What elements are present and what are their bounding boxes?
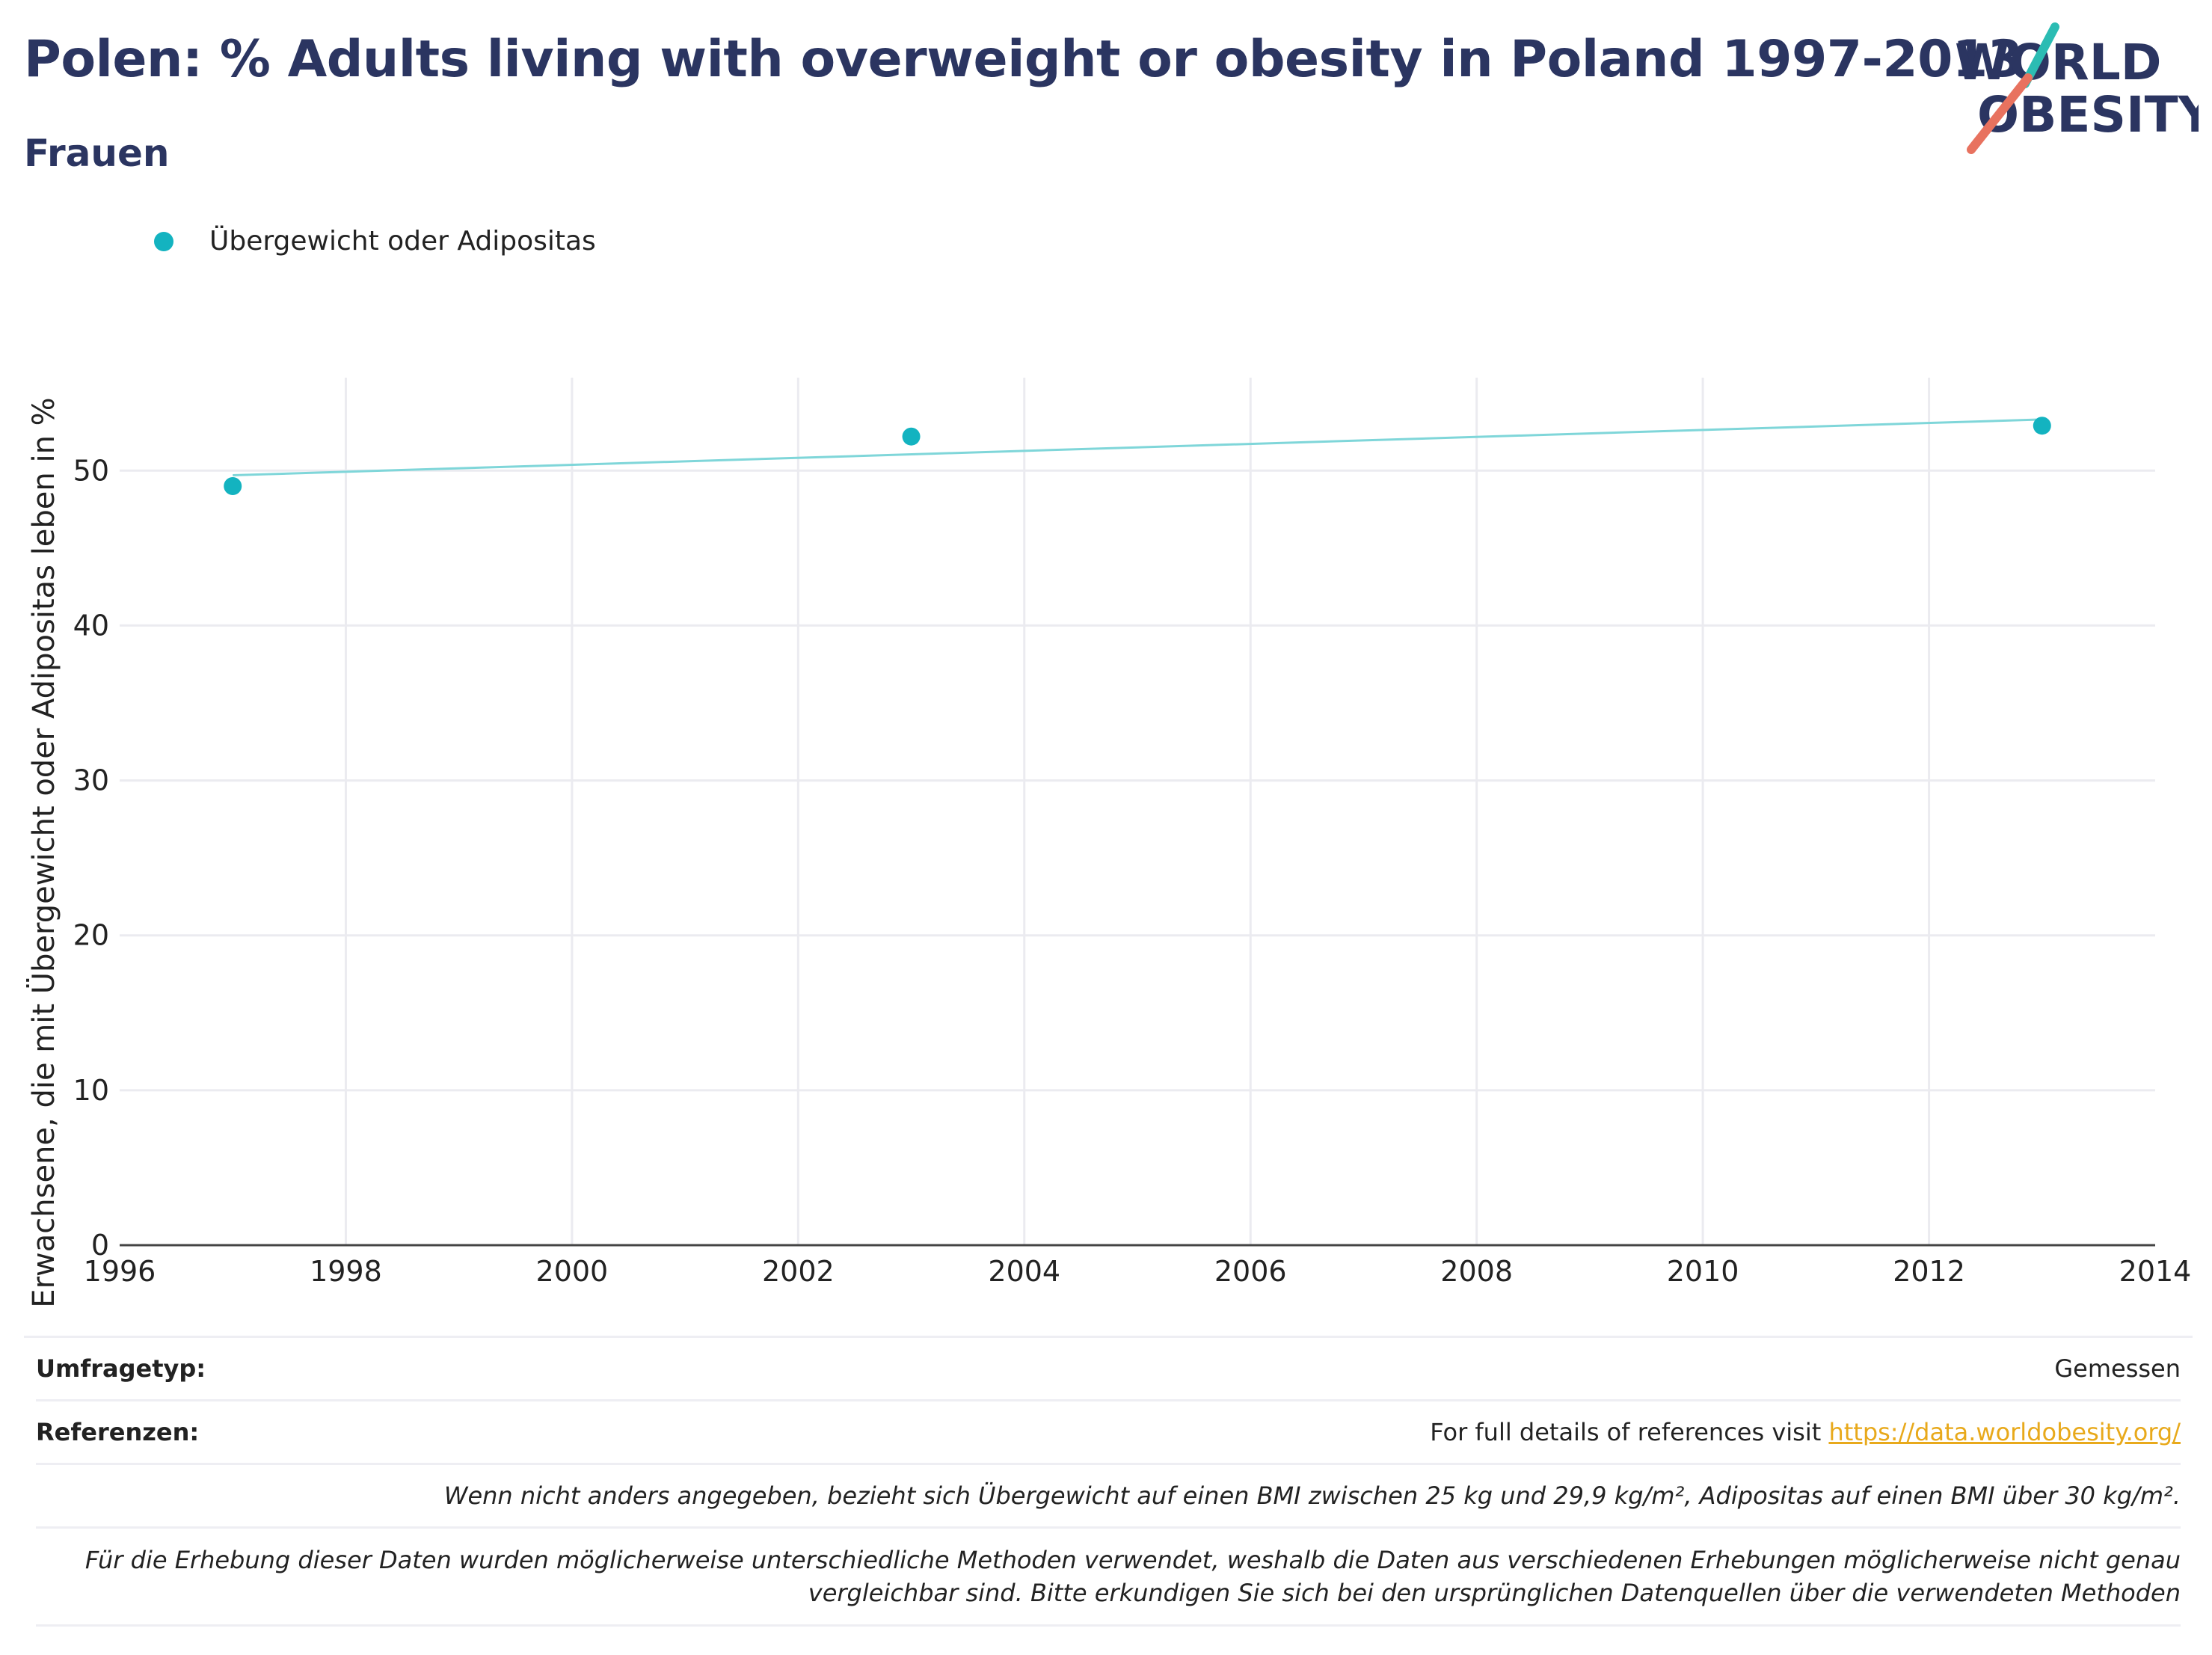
bmi-note: Wenn nicht anders angegeben, bezieht sic… [443,1481,2181,1510]
y-tick-label-10: 10 [73,1074,109,1107]
survey-type-label: Umfragetyp: [36,1354,206,1383]
chart-legend[interactable]: Übergewicht oder Adipositas [154,226,596,257]
references-prefix: For full details of references visit [1430,1418,1829,1446]
y-axis-label: Erwachsene, die mit Übergewicht oder Adi… [25,397,61,1307]
survey-type-value: Gemessen [2054,1354,2181,1383]
y-tick-label-40: 40 [73,609,109,642]
methods-note-row: Für die Erhebung dieser Daten wurden mög… [36,1529,2181,1627]
y-tick-label-0: 0 [91,1229,109,1262]
data-point-2013 [2033,417,2051,435]
x-tick-label-2014: 2014 [2119,1255,2192,1288]
y-tick-label-30: 30 [73,764,109,797]
legend-label: Übergewicht oder Adipositas [209,226,596,257]
logo-word-world: WORLD [1955,34,2162,91]
methods-note: Für die Erhebung dieser Daten wurden mög… [85,1544,2181,1609]
x-tick-label-2004: 2004 [988,1255,1060,1288]
x-tick-label-2000: 2000 [536,1255,609,1288]
references-text: For full details of references visit htt… [1430,1418,2181,1446]
chart-ticks: 1996 1998 2000 2002 2004 2006 2008 2010 2012 2014… [73,454,2192,1288]
logo-slash-red [1967,73,2033,154]
y-tick-label-50: 50 [73,454,109,487]
x-tick-label-2002: 2002 [762,1255,835,1288]
x-tick-label-1996: 1996 [84,1255,156,1288]
page-title: Polen: % Adults living with overweight o… [24,30,2023,89]
x-tick-label-2012: 2012 [1893,1255,1965,1288]
legend-marker [154,231,173,251]
references-label: Referenzen: [36,1418,200,1446]
references-row: Referenzen: For full details of referenc… [36,1401,2181,1465]
trend-line [233,418,2042,476]
page-subtitle: Frauen [24,132,170,175]
data-point-2003 [902,427,921,446]
x-tick-label-2008: 2008 [1440,1255,1513,1288]
chart-footer: Umfragetyp: Gemessen Referenzen: For ful… [24,1336,2193,1627]
data-point-1997 [224,477,242,495]
chart-grid [120,378,2155,1245]
x-tick-label-1998: 1998 [310,1255,382,1288]
x-tick-label-2010: 2010 [1667,1255,1739,1288]
bmi-note-row: Wenn nicht anders angegeben, bezieht sic… [36,1465,2181,1529]
chart: 1996 1998 2000 2002 2004 2006 2008 2010 2012 2014… [25,378,2192,1308]
y-tick-label-20: 20 [73,919,109,952]
methods-note-line1: Für die Erhebung dieser Daten wurden mög… [85,1546,2181,1574]
chart-marks [224,417,2051,495]
world-obesity-logo: WORLD OBESITY [1955,22,2199,154]
x-tick-label-2006: 2006 [1214,1255,1287,1288]
survey-type-row: Umfragetyp: Gemessen [36,1338,2181,1401]
references-link[interactable]: https://data.worldobesity.org/ [1828,1418,2181,1446]
methods-note-line2: vergleichbar sind. Bitte erkundigen Sie … [808,1579,2181,1607]
